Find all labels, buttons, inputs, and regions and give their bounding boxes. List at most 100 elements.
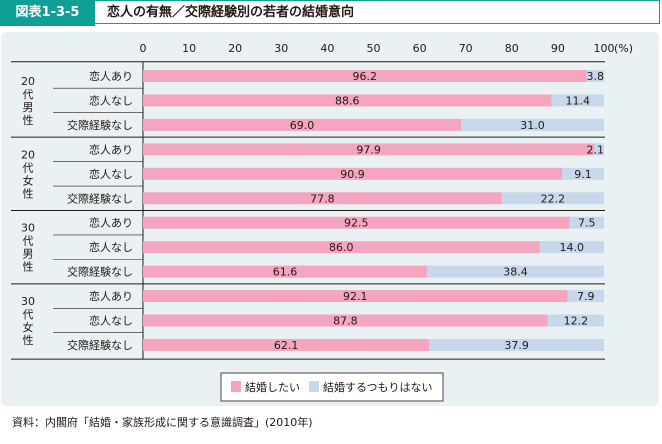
legend-label: 結婚したい [245,380,300,394]
data-label: 69.0 [290,119,315,132]
bar-segment [562,167,604,180]
legend-label: 結婚するつもりはない [323,380,433,394]
data-label: 7.5 [578,217,596,230]
category-label: 恋人あり [89,142,133,156]
group-label: 代 [23,88,34,101]
group-label: 30 [21,295,35,308]
category-label: 恋人なし [89,314,133,328]
category-label: 交際経験なし [67,118,133,132]
bar-segment [143,118,462,131]
x-tick-label: 40 [320,42,334,55]
category-label: 恋人あり [89,289,133,303]
x-tick-label: 90 [551,42,565,55]
legend-swatch [309,381,319,392]
category-label: 恋人なし [89,93,133,107]
category-label: 恋人あり [89,69,133,83]
data-label: 62.1 [274,339,299,352]
x-tick-label: 10 [182,42,196,55]
category-label: 恋人あり [89,216,133,230]
bar-segment [429,338,604,351]
legend-box [220,372,444,402]
x-tick-label: 70 [459,42,473,55]
data-label: 90.9 [340,168,365,181]
group-label: 20 [21,75,35,88]
category-label: 交際経験なし [67,191,133,205]
data-label: 87.8 [333,315,358,328]
data-label: 9.1 [574,168,592,181]
group-label: 代 [23,161,34,174]
data-label: 97.9 [356,143,381,156]
bar-segment [594,143,604,156]
source-note: 資料：内閣府「結婚・家族形成に関する意識調査」(2010年) [12,416,313,429]
data-label: 2.1 [587,143,605,156]
data-label: 22.2 [541,192,566,205]
category-label: 恋人なし [89,167,133,181]
group-label: 代 [23,235,34,248]
bar-segment [143,70,587,82]
data-label: 92.5 [344,217,369,230]
bar-segment [426,265,604,278]
data-label: 86.0 [329,241,354,254]
x-tick-label: 60 [413,42,427,55]
x-tick-label: 30 [274,42,288,55]
group-label: 性 [23,260,34,274]
bar-segment [586,70,604,82]
bar-segment [547,314,604,327]
data-label: 38.4 [503,266,528,279]
x-axis-unit: (%) [614,42,633,55]
bar-segment [569,216,604,229]
x-tick-label: 0 [140,42,147,55]
group-label: 性 [23,333,34,347]
data-label: 12.2 [564,315,589,328]
data-label: 61.6 [273,266,298,279]
group-label: 20 [21,148,35,161]
group-label: 女 [23,173,34,187]
x-tick-label: 50 [367,42,381,55]
chart-panel: 0 10 20 30 40 50 60 70 80 90 100 (%) 恋人あり 96.2 3.8 恋人なし… [1,32,659,406]
category-label: 恋人なし [89,240,133,254]
bar-segment [539,241,604,254]
data-label: 37.9 [504,339,529,352]
bar-segment [143,290,568,303]
bar-segment [551,94,604,107]
legend-swatch [231,381,241,392]
data-label: 14.0 [559,241,584,254]
data-label: 31.0 [520,119,545,132]
stacked-bar-chart: 0 10 20 30 40 50 60 70 80 90 100 (%) 恋人あり 96.2 3.8 恋人なし… [11,42,633,402]
group-label: 性 [23,113,34,127]
figure-header: 図表1-3-5 恋人の有無／交際経験別の若者の結婚意向 [0,0,662,26]
bar-segment [143,192,502,205]
bar-segment [143,241,540,254]
bar-segment [143,338,430,351]
data-label: 92.1 [343,290,368,303]
data-label: 96.2 [352,70,377,83]
data-label: 7.9 [577,290,595,303]
group-label: 女 [23,320,34,334]
bar-segment [143,265,427,278]
bar-segment [143,94,552,107]
group-label: 性 [23,186,34,200]
bar-segment [567,290,604,303]
x-tick-label: 20 [228,42,242,55]
x-tick-label: 100 [594,42,615,55]
bar-segment [143,167,563,180]
group-label: 男 [23,101,34,114]
figure-title: 恋人の有無／交際経験別の若者の結婚意向 [95,0,660,24]
category-label: 交際経験なし [67,265,133,279]
figure-label: 図表1-3-5 [0,0,95,26]
data-label: 88.6 [335,94,360,107]
bar-segment [143,216,570,229]
bar-segment [501,192,604,205]
data-label: 11.4 [565,94,590,107]
x-tick-label: 80 [505,42,519,55]
group-label: 男 [23,248,34,261]
bar-segment [143,314,548,327]
category-label: 交際経験なし [67,338,133,352]
group-label: 30 [21,222,35,235]
data-label: 3.8 [587,70,605,83]
group-label: 代 [23,308,34,321]
bar-segment [143,143,595,156]
data-label: 77.8 [310,192,335,205]
bar-segment [461,118,604,131]
